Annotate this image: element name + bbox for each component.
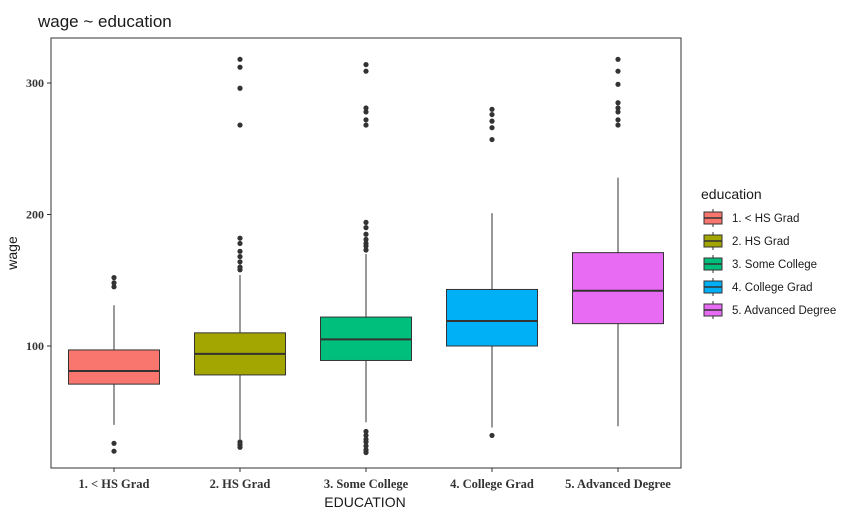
box-iqr — [68, 349, 160, 385]
outlier-point — [363, 109, 369, 115]
outlier-point — [489, 432, 495, 439]
plot-layer — [68, 56, 664, 456]
x-tick-label: 4. College Grad — [450, 477, 534, 491]
legend-item-1: 1. < HS Grad — [703, 209, 799, 227]
outlier-point — [615, 56, 621, 62]
box-1 — [68, 275, 160, 454]
outlier-point — [111, 275, 117, 281]
box-iqr — [572, 252, 664, 325]
outlier-point — [363, 122, 369, 128]
box-4 — [446, 106, 538, 439]
outlier-point — [237, 267, 243, 273]
outlier-point — [363, 439, 369, 445]
box-3 — [320, 61, 412, 456]
outlier-point — [615, 105, 621, 111]
legend-label: 2. HS Grad — [732, 236, 790, 248]
x-tick-label: 2. HS Grad — [210, 477, 271, 491]
x-axis: 1. < HS Grad 2. HS Grad 3. Some College 4. … — [78, 468, 671, 491]
outlier-point — [111, 284, 117, 290]
outlier-point — [489, 111, 495, 118]
outlier-point — [363, 243, 369, 249]
outlier-point — [237, 444, 243, 450]
x-axis-title: EDUCATION — [324, 494, 405, 510]
legend-item-5: 5. Advanced Degree — [703, 301, 836, 319]
outlier-point — [237, 248, 243, 254]
box-5 — [572, 56, 664, 427]
outlier-point — [363, 225, 369, 231]
outlier-point — [615, 109, 621, 115]
outlier-point — [363, 432, 369, 439]
legend-item-4: 4. College Grad — [703, 278, 813, 296]
outlier-point — [237, 122, 243, 128]
outlier-point — [237, 259, 243, 265]
outlier-point — [615, 117, 621, 123]
outlier-point — [237, 240, 243, 247]
outlier-point — [489, 118, 495, 124]
y-tick-label: 100 — [26, 339, 44, 353]
legend-label: 5. Advanced Degree — [732, 305, 836, 317]
x-tick-label: 5. Advanced Degree — [565, 477, 671, 491]
box-iqr — [446, 288, 538, 347]
legend-title: education — [701, 186, 762, 202]
legend: education 1. < HS Grad 2. HS Grad 3. Some … — [701, 186, 836, 319]
outlier-point — [363, 236, 369, 243]
outlier-point — [237, 64, 243, 70]
x-tick-label: 1. < HS Grad — [78, 477, 149, 491]
x-tick-label: 3. Some College — [324, 477, 409, 491]
outlier-point — [237, 253, 243, 260]
legend-label: 1. < HS Grad — [732, 213, 799, 225]
outlier-point — [363, 449, 369, 456]
outlier-point — [111, 440, 117, 446]
outlier-point — [111, 448, 117, 454]
outlier-point — [489, 125, 495, 131]
outlier-point — [615, 68, 621, 74]
legend-item-3: 3. Some College — [703, 255, 817, 273]
y-axis: 100 200 300 — [26, 76, 51, 353]
y-tick-label: 300 — [26, 76, 44, 90]
legend-label: 3. Some College — [732, 259, 817, 271]
outlier-point — [237, 56, 243, 62]
outlier-point — [363, 247, 369, 253]
outlier-point — [363, 117, 369, 123]
outlier-point — [489, 106, 495, 112]
chart-title: wage ~ education — [37, 12, 172, 31]
legend-label: 4. College Grad — [732, 282, 813, 294]
outlier-point — [489, 136, 495, 143]
outlier-point — [237, 85, 243, 91]
outlier-point — [615, 100, 621, 106]
outlier-point — [111, 280, 117, 286]
outlier-point — [363, 428, 369, 435]
outlier-point — [615, 122, 621, 128]
outlier-point — [363, 219, 369, 225]
outlier-point — [363, 443, 369, 449]
box-2 — [194, 56, 286, 450]
legend-item-2: 2. HS Grad — [703, 232, 790, 250]
outlier-point — [363, 231, 369, 237]
outlier-point — [363, 105, 369, 111]
y-axis-title: wage — [4, 236, 20, 271]
outlier-point — [615, 81, 621, 87]
outlier-point — [237, 235, 243, 241]
outlier-point — [363, 68, 369, 74]
y-tick-label: 200 — [26, 208, 44, 222]
outlier-point — [363, 61, 369, 68]
